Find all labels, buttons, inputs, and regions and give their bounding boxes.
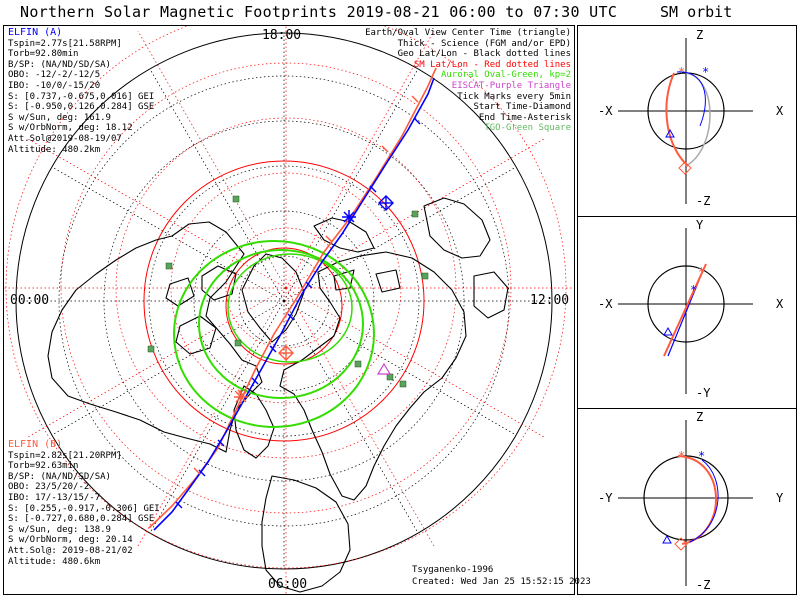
elfin-a-param-line: B/SP: (NA/ND/SD/SA) (8, 59, 111, 70)
earth-disk (15, 32, 553, 570)
svg-text:*: * (678, 449, 685, 463)
legend-entry: Geo Lat/Lon - Black dotted lines (397, 49, 571, 60)
legend-entry: EISCAT-Purple Triangle (451, 80, 571, 91)
auroral-oval-outer (173, 240, 375, 428)
hour-label-bottom: 06:00 (268, 577, 308, 592)
elfin-b-params: Tspin=2.82s[21.20RPM] Torb=92.63min B/SP: … (8, 451, 160, 568)
elfin-a-ticks (175, 117, 421, 509)
auroral-oval-inner (198, 249, 364, 399)
orbit-panel-yz: * * Z -Z -Y Y (578, 408, 796, 594)
polar-map (4, 26, 574, 594)
elfin-b-param-line: Att.Sol@: 2019-08-21/02 (8, 545, 133, 556)
legend-entry: Auroral Oval-Green, kp=2 (440, 70, 571, 81)
model-credit: Tsyganenko-1996 (412, 565, 494, 575)
coastlines (47, 197, 509, 593)
elfin-b-param-line: Torb=92.63min (8, 461, 79, 472)
legend-entry: End Time-Asterisk (478, 112, 571, 123)
orbit-xz-left: -X (598, 104, 613, 118)
elfin-b-param-line: Altitude: 480.6km (8, 556, 101, 567)
svg-text:*: * (698, 265, 705, 279)
elfin-b-param-line: Tspin=2.82s[21.20RPM] (8, 450, 122, 461)
elfin-a-param-line: Altitude: 480.2km (8, 144, 101, 155)
orbit-plot-xy: * * (618, 228, 753, 394)
orbit-panel-xy: * * Y -Y -X X (578, 216, 796, 409)
orbit-yz-bottom: -Z (696, 578, 711, 592)
elfin-a-info: ELFIN (A) Tspin=2.77s[21.58RPM] Torb=92.8… (8, 27, 154, 156)
hour-label-right: 12:00 (530, 293, 570, 308)
sm-pole-ring-outer (143, 160, 425, 442)
orbit-yz-right: Y (776, 491, 784, 505)
elfin-a-param-line: S: [-0.950,0.126,0.284] GSE (8, 102, 155, 113)
elfin-a-param-line: S: [0.737,-0.675,0.016] GEI (8, 91, 155, 102)
map-legend: Earth/Oval View Center Time (triangle) Th… (365, 28, 571, 134)
elfin-b-param-line: OBO: 23/5/20/-2 (8, 482, 90, 493)
orbit-plot-yz: * * (618, 420, 753, 586)
orbit-xz-right: X (776, 104, 784, 118)
created-timestamp: Created: Wed Jan 25 15:52:15 2023 (412, 577, 591, 587)
legend-entry: Tick Marks every 5min (457, 91, 571, 102)
elfin-b-param-line: S: [-0.727,0.680,0.284] GSE (8, 514, 155, 525)
elfin-a-end-asterisk (342, 210, 356, 224)
elfin-a-track (153, 77, 435, 531)
elfin-b-param-line: IBO: 17/-13/15/-7 (8, 492, 101, 503)
elfin-b-param-line: S: [0.255,-0.917,-0.306] GEI (8, 503, 160, 514)
elfin-a-param-line: OBO: -12/-2/-12/5 (8, 70, 101, 81)
svg-text:*: * (690, 283, 697, 297)
legend-entry: SM Lat/Lon - Red dotted lines (413, 59, 571, 70)
orbit-xz-bottom: -Z (696, 194, 711, 208)
hour-label-top: 18:00 (262, 28, 302, 43)
sm-pole-ring-inner (225, 247, 343, 365)
elfin-a-param-line: Torb=92.80min (8, 49, 79, 60)
polar-map-panel: 18:00 00:00 12:00 06:00 ELFIN (A) Tspin=… (3, 25, 591, 595)
tgo-stations (147, 195, 429, 388)
orbit-plot-xz: * * (618, 38, 753, 204)
elfin-a-params: Tspin=2.77s[21.58RPM] Torb=92.80min B/SP: … (8, 39, 154, 156)
orbit-xy-right: X (776, 297, 784, 311)
elfin-a-param-line: IBO: -10/0/-15/20 (8, 80, 101, 91)
legend-entry: TGO-Green Square (484, 123, 571, 134)
elfin-a-name: ELFIN (A) (8, 27, 63, 38)
elfin-b-param-line: B/SP: (NA/ND/SD/SA) (8, 471, 111, 482)
svg-text:*: * (678, 65, 685, 79)
elfin-b-param-line: S w/OrbNorm, deg: 20.14 (8, 535, 133, 546)
elfin-b-name: ELFIN (B) (8, 439, 63, 450)
elfin-a-start-diamond (378, 195, 394, 211)
orbit-yz-top: Z (696, 410, 704, 424)
elfin-b-end-asterisk (234, 390, 248, 404)
orbit-panel-xz: * * Z -Z -X X (578, 26, 796, 217)
elfin-b-info: ELFIN (B) Tspin=2.82s[21.20RPM] Torb=92.6… (8, 439, 160, 568)
legend-entry: Start Time-Diamond (473, 102, 571, 113)
elfin-b-param-line: S w/Sun, deg: 138.9 (8, 524, 111, 535)
svg-text:*: * (698, 449, 705, 463)
elfin-a-param-line: Tspin=2.77s[21.58RPM] (8, 38, 122, 49)
elfin-a-param-line: S w/Sun, deg: 161.9 (8, 112, 111, 123)
svg-text:*: * (702, 65, 709, 79)
elfin-b-track (148, 67, 437, 529)
sm-orbit-panels: * * Z -Z -X X * * Y -Y -X X (577, 25, 797, 595)
legend-entry: Earth/Oval View Center Time (triangle) (365, 28, 571, 38)
auroral-oval-poleward (227, 253, 353, 363)
orbit-xy-left: -X (598, 297, 613, 311)
orbit-title: SM orbit (660, 3, 733, 21)
orbit-yz-left: -Y (598, 491, 613, 505)
elfin-a-param-line: S w/OrbNorm, deg: 18.12 (8, 123, 133, 134)
map-title: Northern Solar Magnetic Footprints 2019-… (20, 3, 618, 21)
elfin-b-start-diamond (278, 345, 294, 361)
legend-entry: Thick - Science (FGM and/or EPD) (397, 38, 571, 49)
hour-label-left: 00:00 (10, 293, 50, 308)
orbit-xy-top: Y (696, 218, 704, 232)
eiscat-marker (376, 362, 392, 375)
elfin-a-param-line: Att.Sol@2019-08-19/07 (8, 133, 122, 144)
orbit-xy-bottom: -Y (696, 386, 711, 400)
orbit-xz-top: Z (696, 28, 704, 42)
